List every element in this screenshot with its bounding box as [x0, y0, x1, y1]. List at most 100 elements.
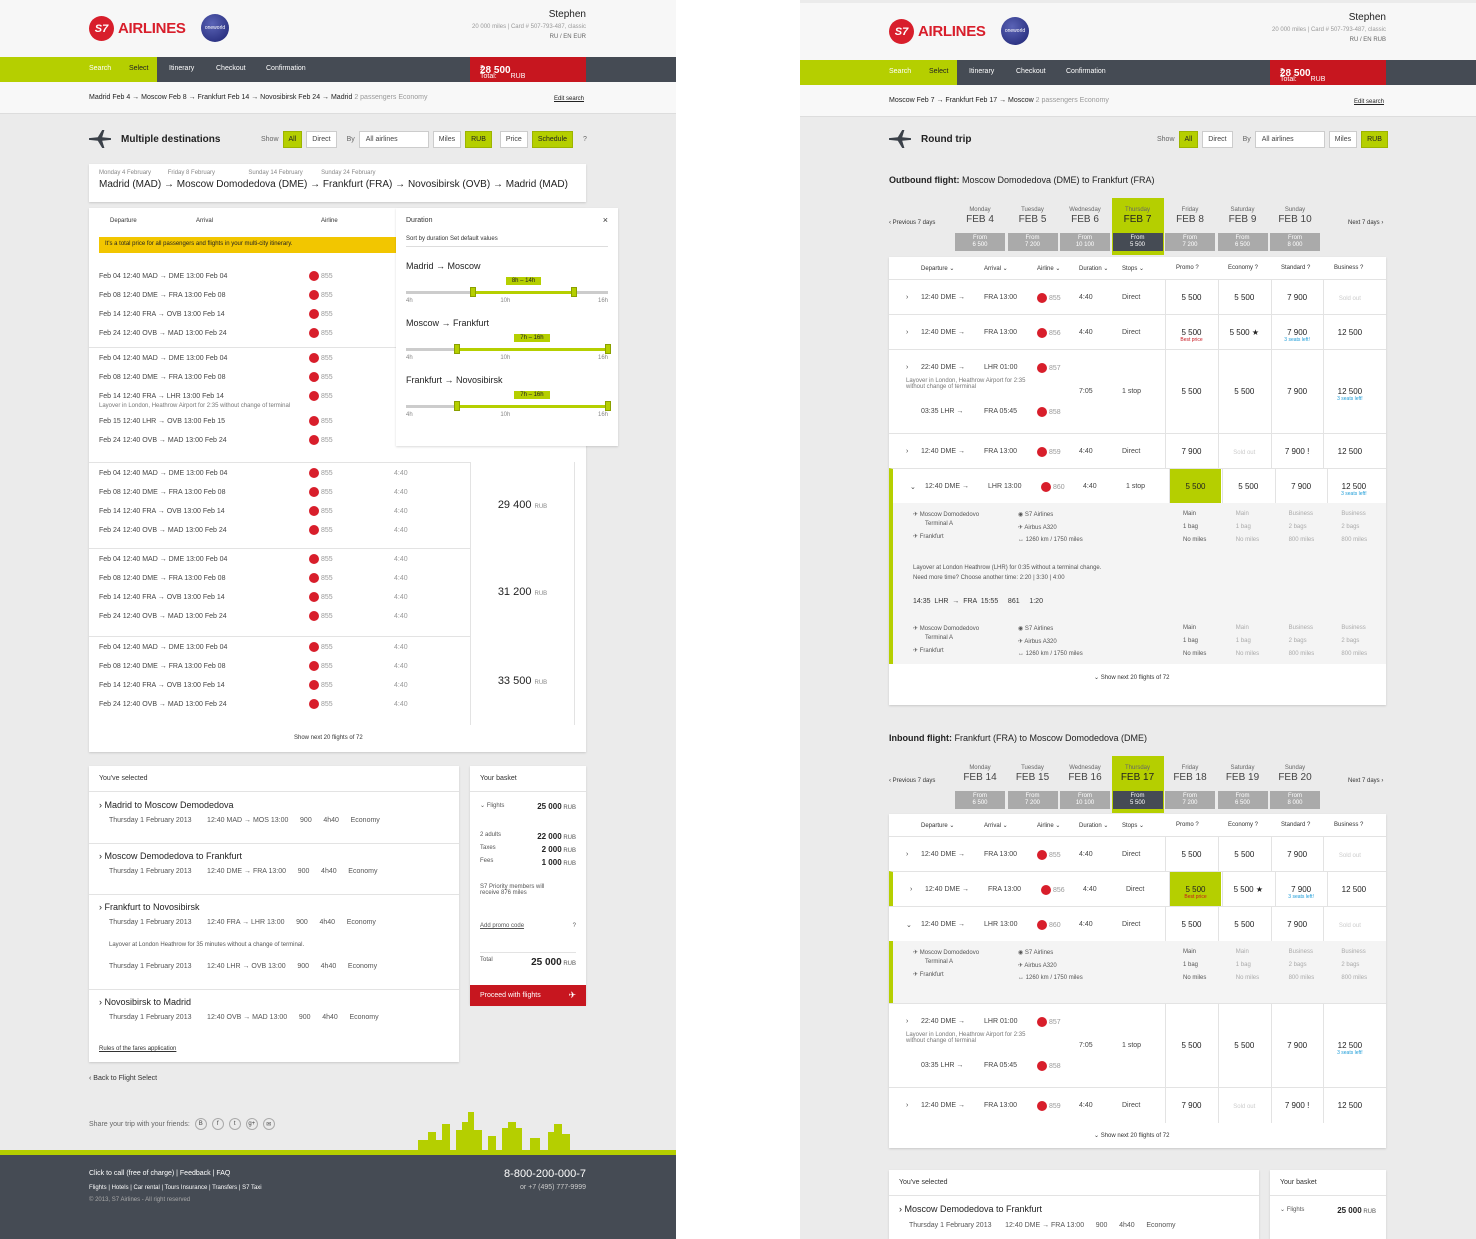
footer-services[interactable]: Flights | Hotels | Car rental | Tours In… — [89, 1185, 262, 1191]
flight-row[interactable]: Feb 08 12:40 DME → FRA 13:00 Feb 08 855 4:… — [99, 487, 408, 497]
flight-row[interactable]: Feb 04 12:40 MAD → DME 13:00 Feb 04 855 — [99, 353, 333, 363]
col-standard[interactable]: Standard ? — [1281, 822, 1311, 828]
flight-row[interactable]: Feb 08 12:40 DME → FRA 13:00 Feb 08 855 — [99, 372, 333, 382]
twitter-icon[interactable]: t — [228, 1118, 241, 1130]
col-stops[interactable]: Stops ⌄ — [1122, 266, 1145, 272]
fare-cell[interactable]: 7 900 — [1270, 907, 1323, 942]
edit-search-link[interactable]: Edit search — [554, 96, 585, 102]
flights-toggle[interactable]: ⌄ Flights — [480, 803, 505, 809]
fare-cell[interactable]: 7 900 — [1165, 1088, 1217, 1123]
filter-direct[interactable]: Direct — [1202, 131, 1233, 148]
flight-row[interactable]: Feb 08 12:40 DME → FRA 13:00 Feb 08 855 — [99, 290, 333, 300]
miles-toggle[interactable]: Miles — [432, 131, 462, 148]
flight-row[interactable]: › 12:40 DME → FRA 13:00 856 4:40 Direct 5 500 B… — [889, 871, 1386, 907]
fare-cell[interactable]: 7 900 3 seats left! — [1274, 872, 1327, 907]
slider-handle-max[interactable] — [605, 344, 611, 354]
flight-row[interactable]: Feb 04 12:40 MAD → DME 13:00 Feb 04 855 4:… — [99, 642, 408, 652]
fare-cell[interactable]: 12 500 — [1327, 872, 1379, 907]
currency-select[interactable]: EUR — [573, 34, 586, 40]
step-select[interactable]: Select — [929, 68, 949, 75]
segment-title[interactable]: › Madrid to Moscow Demodedova — [99, 800, 234, 810]
miles-toggle[interactable]: Miles — [1328, 131, 1358, 148]
blog-icon[interactable]: B — [194, 1118, 207, 1130]
back-link[interactable]: ‹ Back to Flight Select — [89, 1075, 158, 1082]
filter-direct[interactable]: Direct — [306, 131, 337, 148]
price-sort[interactable]: Price — [499, 131, 528, 148]
google-plus-icon[interactable]: g+ — [245, 1118, 258, 1130]
segment-title[interactable]: › Frankfurt to Novosibirsk — [99, 902, 200, 912]
fare-cell[interactable]: 5 500 Best price — [1165, 315, 1217, 350]
segment-title[interactable]: › Moscow Demodedova to Frankfurt — [899, 1204, 1043, 1214]
col-airline[interactable]: Airline ⌄ — [1037, 823, 1061, 829]
slider-handle-max[interactable] — [605, 401, 611, 411]
col-promo[interactable]: Promo ? — [1176, 265, 1199, 271]
date-cell[interactable]: Monday FEB 14 From 6 500 — [954, 756, 1006, 813]
fare-cell[interactable]: 5 500 — [1217, 280, 1270, 315]
slider-handle-max[interactable] — [571, 287, 578, 297]
step-search[interactable]: Search — [889, 68, 912, 75]
flight-row[interactable]: ⌄ 12:40 DME → LHR 13:00 860 4:40 Direct 5 500 5… — [889, 906, 1386, 942]
facebook-icon[interactable]: f — [211, 1118, 224, 1130]
expand-chevron-icon[interactable]: › — [906, 851, 909, 858]
fare-cell[interactable]: 5 500 — [1165, 350, 1217, 434]
help-icon[interactable]: ? — [583, 136, 587, 143]
fare-cell[interactable]: 7 900 ! — [1270, 434, 1323, 469]
col-duration[interactable]: Duration ⌄ — [1079, 823, 1109, 829]
prev-days-in[interactable]: ‹ Previous 7 days — [889, 778, 936, 784]
price-cell[interactable]: 31 200 RUB — [470, 548, 575, 636]
flight-row[interactable]: Feb 04 12:40 MAD → DME 13:00 Feb 04 855 4:… — [99, 554, 408, 564]
col-departure[interactable]: Departure ⌄ — [921, 823, 955, 829]
flight-row[interactable]: Feb 14 12:40 FRA → OVB 13:00 Feb 14 855 4:… — [99, 592, 408, 602]
col-airline[interactable]: Airline ⌄ — [1037, 266, 1061, 272]
currency-select[interactable]: RUB — [1373, 37, 1386, 43]
flight-row[interactable]: Feb 08 12:40 DME → FRA 13:00 Feb 08 855 4:… — [99, 661, 408, 671]
phone-number[interactable]: 8-800-200-000-7 — [504, 1168, 586, 1180]
flight-row[interactable]: Feb 14 12:40 FRA → OVB 13:00 Feb 14 855 4:… — [99, 506, 408, 516]
schedule-sort[interactable]: Schedule — [531, 131, 574, 148]
expand-chevron-icon[interactable]: › — [906, 329, 909, 336]
fare-cell[interactable]: 5 500 ★ — [1221, 872, 1274, 907]
flight-row[interactable]: Feb 24 12:40 OVB → MAD 13:00 Feb 24 855 4:… — [99, 611, 408, 621]
flight-row[interactable]: Feb 24 12:40 OVB → MAD 13:00 Feb 24 855 — [99, 435, 333, 445]
fare-cell[interactable]: 5 500 — [1217, 350, 1270, 434]
col-arrival[interactable]: Arrival ⌄ — [984, 266, 1008, 272]
fare-rules-link[interactable]: Rules of the fares application — [99, 1046, 177, 1052]
fare-cell[interactable]: 12 500 3 seats left! — [1323, 1004, 1375, 1088]
flight-row[interactable]: › 22:40 DME → LHR 01:00 857 7:05 1 stop Layove… — [889, 1003, 1386, 1088]
flight-row[interactable]: Feb 04 12:40 MAD → DME 13:00 Feb 04 855 — [99, 271, 333, 281]
expand-chevron-icon[interactable]: ⌄ — [910, 484, 916, 491]
reset-values[interactable]: Set default values — [450, 236, 498, 242]
s7-logo[interactable]: S7 AIRLINES — [89, 16, 186, 41]
fare-cell[interactable]: 5 500 — [1217, 907, 1270, 942]
flight-row[interactable]: Feb 15 12:40 LHR → OVB 13:00 Feb 15 855 — [99, 416, 333, 426]
col-departure[interactable]: Departure — [110, 218, 137, 224]
flight-row[interactable]: › 12:40 DME → FRA 13:00 859 4:40 Direct 7 900 S… — [889, 433, 1386, 469]
col-arrival[interactable]: Arrival ⌄ — [984, 823, 1008, 829]
footer-links[interactable]: Click to call (free of charge) | Feedbac… — [89, 1170, 231, 1177]
expand-chevron-icon[interactable]: › — [906, 1102, 909, 1109]
slider-handle-min[interactable] — [453, 401, 460, 411]
date-cell[interactable]: Monday FEB 4 From 6 500 — [954, 198, 1006, 255]
price-cell[interactable]: 29 400 RUB — [470, 462, 575, 548]
expand-chevron-icon[interactable]: › — [906, 294, 909, 301]
date-cell[interactable]: Friday FEB 18 From 7 200 — [1164, 756, 1216, 813]
next-days-in[interactable]: Next 7 days › — [1348, 778, 1384, 784]
show-more-link[interactable]: ⌄ Show next 20 flights of 72 — [1094, 1133, 1170, 1139]
airline-select[interactable]: All airlines — [1254, 131, 1325, 148]
fare-cell[interactable]: 5 500 — [1169, 469, 1221, 504]
fare-cell[interactable]: 12 500 — [1323, 1088, 1375, 1123]
fare-cell[interactable]: 12 500 — [1323, 315, 1375, 350]
user-name[interactable]: Stephen — [548, 9, 586, 20]
duration-slider[interactable]: 7h – 16h — [406, 334, 611, 354]
date-cell[interactable]: Saturday FEB 19 From 6 500 — [1217, 756, 1269, 813]
date-cell[interactable]: Wednesday FEB 16 From 10 100 — [1059, 756, 1111, 813]
fare-cell[interactable]: 7 900 — [1270, 280, 1323, 315]
fare-cell[interactable]: 5 500 — [1221, 469, 1274, 504]
flight-row[interactable]: Feb 14 12:40 FRA → OVB 13:00 Feb 14 855 — [99, 309, 333, 319]
expand-chevron-icon[interactable]: › — [910, 886, 913, 893]
proceed-button[interactable]: Proceed with flights ✈ — [470, 985, 586, 1006]
duration-slider[interactable]: 8h – 14h — [406, 277, 608, 297]
flight-row[interactable]: › 12:40 DME → FRA 13:00 855 4:40 Direct 5 500 5… — [889, 836, 1386, 872]
fare-cell[interactable]: 5 500 — [1165, 1004, 1217, 1088]
flight-row[interactable]: Feb 24 12:40 OVB → MAD 13:00 Feb 24 855 — [99, 328, 333, 338]
